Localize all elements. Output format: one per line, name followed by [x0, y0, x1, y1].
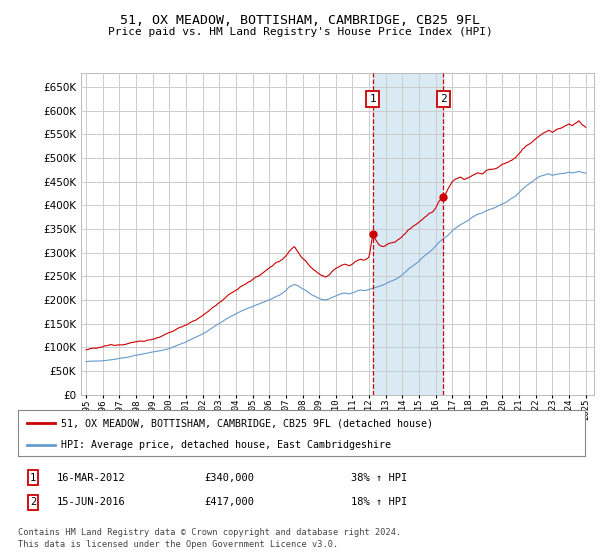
Text: 1: 1	[369, 94, 376, 104]
Text: 2: 2	[440, 94, 447, 104]
Text: 15-JUN-2016: 15-JUN-2016	[57, 497, 126, 507]
Text: 18% ↑ HPI: 18% ↑ HPI	[351, 497, 407, 507]
Text: £340,000: £340,000	[204, 473, 254, 483]
Bar	[373, 73, 443, 395]
Text: 2: 2	[30, 497, 36, 507]
Text: £417,000: £417,000	[204, 497, 254, 507]
Text: 51, OX MEADOW, BOTTISHAM, CAMBRIDGE, CB25 9FL (detached house): 51, OX MEADOW, BOTTISHAM, CAMBRIDGE, CB2…	[61, 418, 433, 428]
Text: Price paid vs. HM Land Registry's House Price Index (HPI): Price paid vs. HM Land Registry's House …	[107, 27, 493, 37]
Text: 1: 1	[30, 473, 36, 483]
Text: 51, OX MEADOW, BOTTISHAM, CAMBRIDGE, CB25 9FL: 51, OX MEADOW, BOTTISHAM, CAMBRIDGE, CB2…	[120, 14, 480, 27]
Text: This data is licensed under the Open Government Licence v3.0.: This data is licensed under the Open Gov…	[18, 540, 338, 549]
Text: Contains HM Land Registry data © Crown copyright and database right 2024.: Contains HM Land Registry data © Crown c…	[18, 528, 401, 536]
Text: 38% ↑ HPI: 38% ↑ HPI	[351, 473, 407, 483]
Text: 16-MAR-2012: 16-MAR-2012	[57, 473, 126, 483]
Text: HPI: Average price, detached house, East Cambridgeshire: HPI: Average price, detached house, East…	[61, 440, 391, 450]
